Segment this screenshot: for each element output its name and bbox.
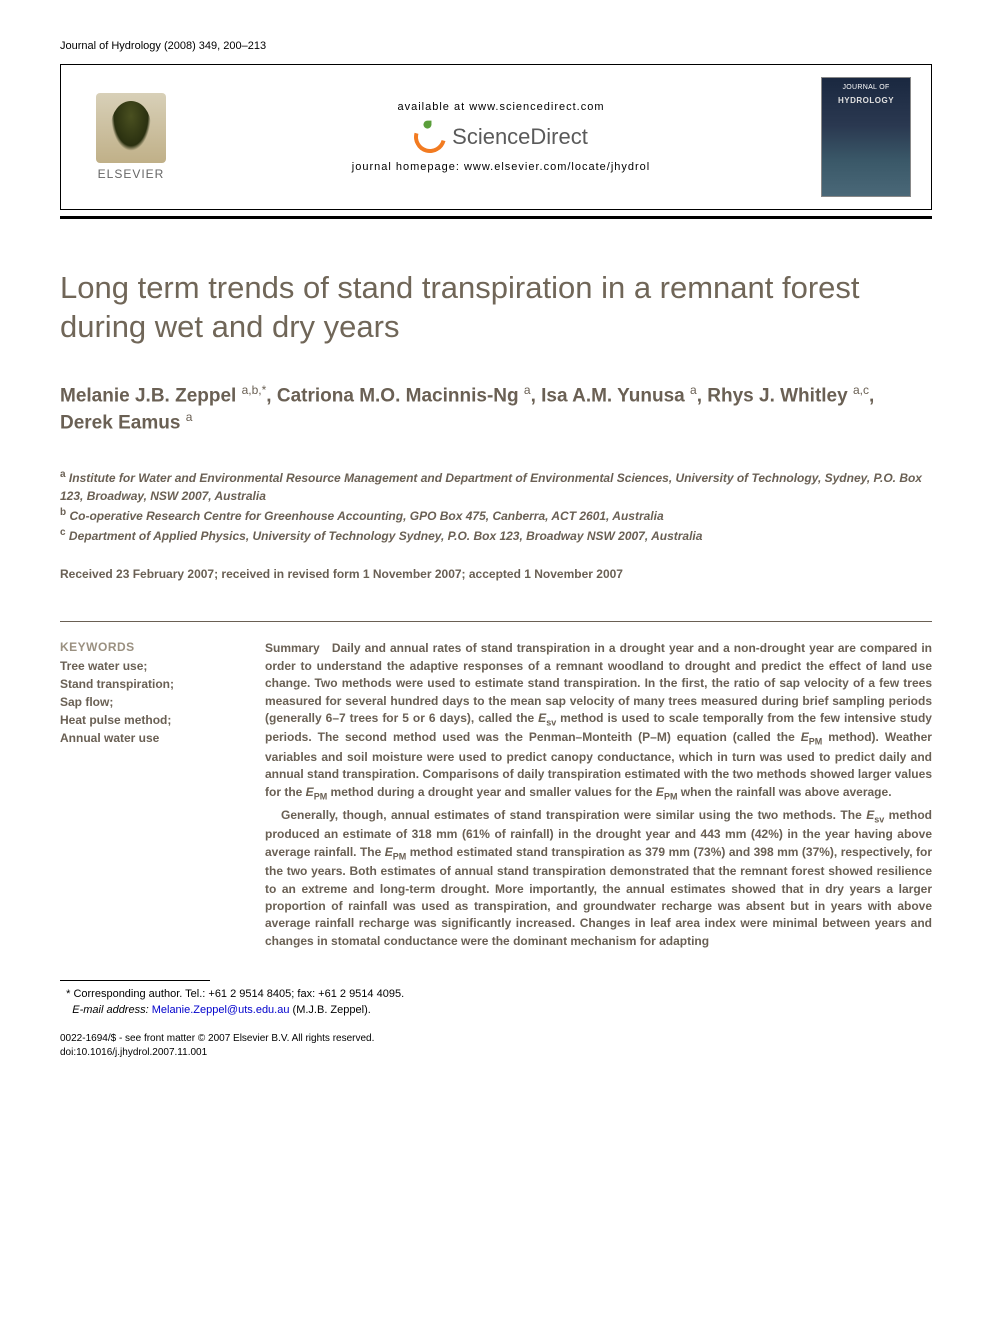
affiliation-a: a Institute for Water and Environmental …: [60, 467, 932, 505]
article-title: Long term trends of stand transpiration …: [60, 269, 932, 347]
header-rule: [60, 216, 932, 219]
footnote-rule: [60, 980, 210, 981]
cover-top-text: JOURNAL OF: [822, 84, 910, 91]
publisher-header: ELSEVIER available at www.sciencedirect.…: [60, 64, 932, 210]
sciencedirect-logo: ScienceDirect: [414, 121, 588, 153]
available-at-text: available at www.sciencedirect.com: [397, 101, 604, 113]
sciencedirect-swirl-icon: [408, 115, 452, 159]
summary-column: Summary Daily and annual rates of stand …: [265, 640, 932, 950]
keywords-column: KEYWORDS Tree water use;Stand transpirat…: [60, 640, 235, 950]
cover-journal-name: HYDROLOGY: [822, 96, 910, 105]
doi-line: doi:10.1016/j.jhydrol.2007.11.001: [60, 1046, 932, 1060]
summary-paragraph-2: Generally, though, annual estimates of s…: [265, 807, 932, 950]
elsevier-name: ELSEVIER: [98, 167, 165, 181]
copyright-block: 0022-1694/$ - see front matter © 2007 El…: [60, 1032, 932, 1060]
header-center: available at www.sciencedirect.com Scien…: [181, 101, 821, 173]
corresponding-line: * Corresponding author. Tel.: +61 2 9514…: [60, 987, 932, 1002]
author-email[interactable]: Melanie.Zeppel@uts.edu.au: [152, 1004, 290, 1016]
corresponding-author-footnote: * Corresponding author. Tel.: +61 2 9514…: [60, 987, 932, 1018]
keywords-heading: KEYWORDS: [60, 640, 235, 654]
summary-paragraph-1: Daily and annual rates of stand transpir…: [265, 641, 932, 798]
summary-text: Summary Daily and annual rates of stand …: [265, 640, 932, 950]
affiliations: a Institute for Water and Environmental …: [60, 467, 932, 545]
elsevier-logo: ELSEVIER: [81, 93, 181, 181]
affiliation-b: b Co-operative Research Centre for Green…: [60, 505, 932, 525]
author-list: Melanie J.B. Zeppel a,b,*, Catriona M.O.…: [60, 382, 932, 438]
journal-cover-thumbnail: JOURNAL OF HYDROLOGY: [821, 77, 911, 197]
copyright-line-1: 0022-1694/$ - see front matter © 2007 El…: [60, 1032, 932, 1046]
journal-homepage-text: journal homepage: www.elsevier.com/locat…: [352, 161, 650, 173]
sciencedirect-name: ScienceDirect: [452, 124, 588, 150]
summary-label: Summary: [265, 641, 320, 655]
elsevier-tree-icon: [96, 93, 166, 163]
keywords-list: Tree water use;Stand transpiration;Sap f…: [60, 657, 235, 747]
keywords-summary-row: KEYWORDS Tree water use;Stand transpirat…: [60, 640, 932, 950]
email-line: E-mail address: Melanie.Zeppel@uts.edu.a…: [60, 1003, 932, 1018]
section-rule: [60, 621, 932, 622]
affiliation-c: c Department of Applied Physics, Univers…: [60, 525, 932, 545]
article-dates: Received 23 February 2007; received in r…: [60, 567, 932, 581]
journal-reference: Journal of Hydrology (2008) 349, 200–213: [60, 40, 932, 52]
